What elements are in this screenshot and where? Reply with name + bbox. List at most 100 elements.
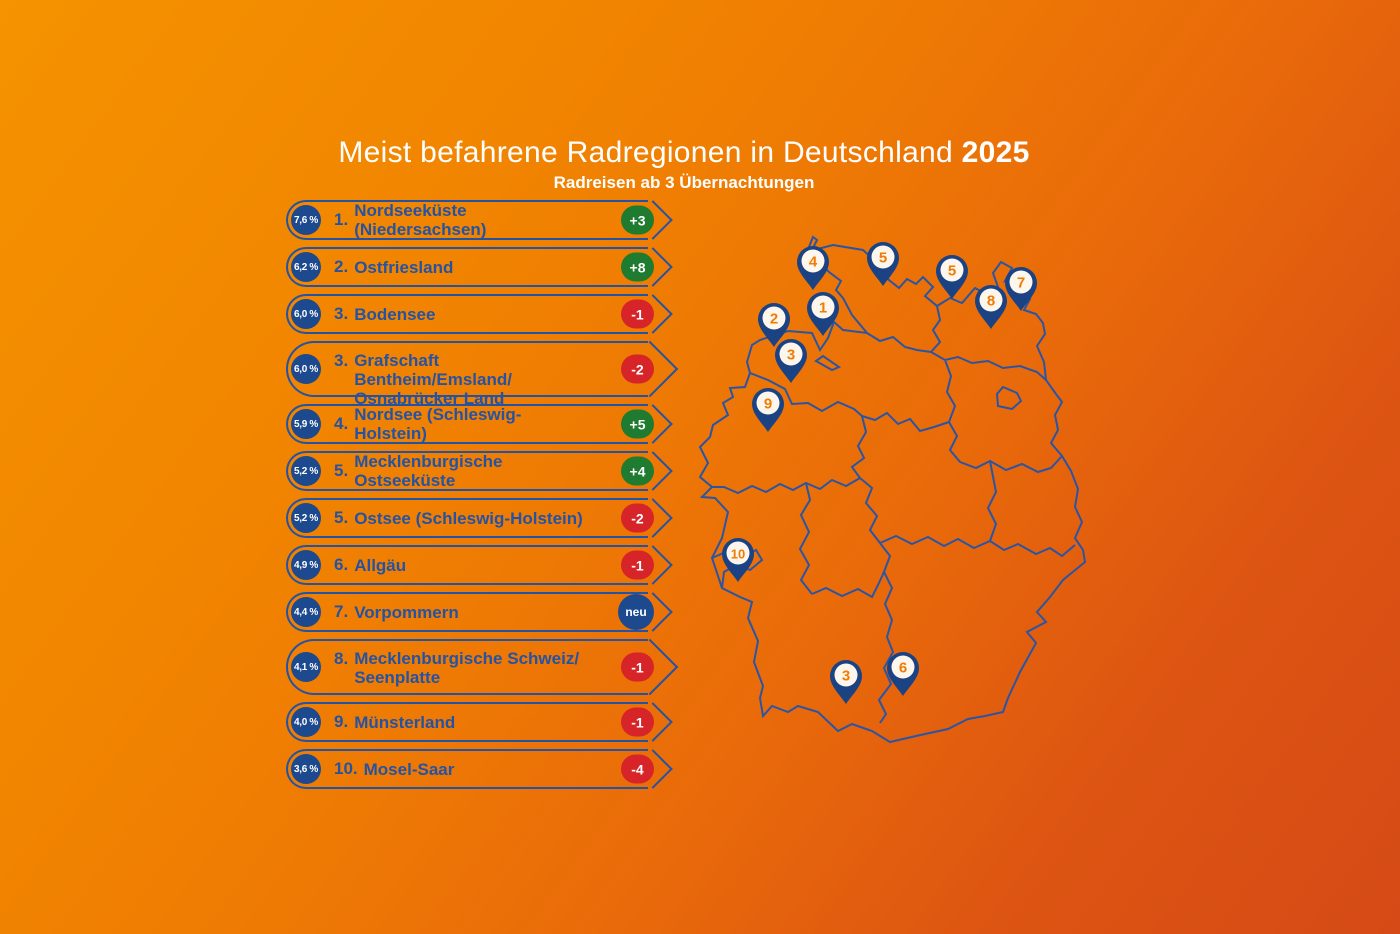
region-rank: 4. <box>334 414 349 433</box>
pin-number: 9 <box>764 396 772 413</box>
percent-circle: 3,6 % <box>291 754 321 784</box>
region-name: Vorpommern <box>354 602 459 622</box>
ranking-row: 5,2 % 5. Ostsee (Schleswig-Holstein) -2 <box>286 498 654 538</box>
germany-outline <box>698 243 1087 744</box>
pin-face <box>834 663 858 687</box>
pin-face <box>891 655 915 679</box>
pin-number: 3 <box>787 347 795 364</box>
change-badge: +8 <box>621 252 654 282</box>
ranking-row: 4,4 % 7. Vorpommern neu <box>286 592 654 632</box>
region-label: 1. Nordseeküste (Niedersachsen) <box>334 201 648 239</box>
region-rank: 5. <box>334 461 349 480</box>
region-name: Nordseeküste (Niedersachsen) <box>354 201 487 239</box>
pin-number: 3 <box>842 668 850 685</box>
change-badge: -1 <box>621 550 654 580</box>
change-badge: -2 <box>621 503 654 533</box>
ranking-row: 5,2 % 5. Mecklenburgische Ostseeküste +4 <box>286 451 654 491</box>
region-name: Mecklenburgische Schweiz/ Seenplatte <box>354 649 580 687</box>
pin-face <box>1009 270 1033 294</box>
region-rank: 5. <box>334 508 349 527</box>
header: Meist befahrene Radregionen in Deutschla… <box>0 136 1368 193</box>
page-title: Meist befahrene Radregionen in Deutschla… <box>338 136 1030 169</box>
percent-circle: 6,0 % <box>291 299 321 329</box>
pin-face <box>979 288 1003 312</box>
ranking-row: 3,6 % 10. Mosel-Saar -4 <box>286 749 654 789</box>
region-name: Mecklenburgische Ostseeküste <box>354 452 503 490</box>
map-pin-1: 1 <box>807 292 839 336</box>
change-badge: -1 <box>621 707 654 737</box>
change-badge: +5 <box>621 409 654 439</box>
percent-circle: 6,0 % <box>291 354 321 384</box>
pin-number: 5 <box>948 263 956 280</box>
region-label: 5. Ostsee (Schleswig-Holstein) <box>334 500 648 536</box>
map-pin-4: 4 <box>797 246 829 290</box>
ranking-row: 6,2 % 2. Ostfriesland +8 <box>286 247 654 287</box>
pin-number: 1 <box>819 300 827 317</box>
change-badge: -2 <box>621 354 654 384</box>
region-label: 5. Mecklenburgische Ostseeküste <box>334 452 648 490</box>
change-badge: -1 <box>621 299 654 329</box>
map-pin-9: 9 <box>752 388 784 432</box>
percent-circle: 6,2 % <box>291 252 321 282</box>
percent-circle: 5,2 % <box>291 456 321 486</box>
pin-number: 7 <box>1017 275 1025 292</box>
pin-face <box>726 541 750 565</box>
map-pin-5: 5 <box>867 242 899 286</box>
berlin-outline <box>995 385 1023 411</box>
region-name: Nordsee (Schleswig-Holstein) <box>354 405 522 443</box>
germany-map: 4 5 5 7 8 1 2 3 9 10 3 6 <box>698 235 1087 744</box>
pin-face <box>940 258 964 282</box>
change-badge: +4 <box>621 456 654 486</box>
region-name: Ostsee (Schleswig-Holstein) <box>354 508 583 528</box>
region-label: 9. Münsterland <box>334 704 648 740</box>
map-pin-8: 8 <box>975 285 1007 329</box>
change-badge: neu <box>618 594 654 630</box>
region-rank: 2. <box>334 257 349 276</box>
region-label: 4. Nordsee (Schleswig-Holstein) <box>334 405 648 443</box>
pin-face <box>756 391 780 415</box>
pin-number: 6 <box>899 660 907 677</box>
region-label: 6. Allgäu <box>334 547 648 583</box>
percent-circle: 5,9 % <box>291 409 321 439</box>
percent-circle: 5,2 % <box>291 503 321 533</box>
region-rank: 6. <box>334 555 349 574</box>
pin-number: 5 <box>879 250 887 267</box>
map-pin-6: 6 <box>887 652 919 696</box>
map-pin-5: 5 <box>936 255 968 299</box>
region-rank: 8. <box>334 649 349 668</box>
region-name: Bodensee <box>354 304 436 324</box>
ranking-row: 4,9 % 6. Allgäu -1 <box>286 545 654 585</box>
region-label: 3. Grafschaft Bentheim/Emsland/ Osnabrück… <box>334 343 648 408</box>
percent-circle: 7,6 % <box>291 205 321 235</box>
pin-face <box>871 245 895 269</box>
ranking-row: 7,6 % 1. Nordseeküste (Niedersachsen) +3 <box>286 200 654 240</box>
region-label: 2. Ostfriesland <box>334 249 648 285</box>
page-subtitle: Radreisen ab 3 Übernachtungen <box>553 173 815 192</box>
map-pin-3: 3 <box>775 339 807 383</box>
region-label: 8. Mecklenburgische Schweiz/ Seenplatte <box>334 641 648 693</box>
pin-number: 10 <box>731 547 745 562</box>
ranking-row: 6,0 % 3. Bodensee -1 <box>286 294 654 334</box>
weser-island <box>814 354 842 372</box>
pin-face <box>811 295 835 319</box>
change-badge: +3 <box>621 205 654 235</box>
pin-face <box>801 249 825 273</box>
change-badge: -1 <box>621 652 654 682</box>
ranking-list: 7,6 % 1. Nordseeküste (Niedersachsen) +3 6,2… <box>286 200 654 796</box>
pin-face <box>779 342 803 366</box>
region-rank: 3. <box>334 351 349 370</box>
region-name: Mosel-Saar <box>363 759 455 779</box>
region-rank: 3. <box>334 304 349 323</box>
map-pin-7: 7 <box>1005 267 1037 311</box>
map-pin-2: 2 <box>758 303 790 347</box>
ranking-row: 6,0 % 3. Grafschaft Bentheim/Emsland/ Osna… <box>286 341 654 408</box>
region-label: 3. Bodensee <box>334 296 648 332</box>
region-name: Ostfriesland <box>354 257 454 277</box>
region-label: 7. Vorpommern <box>334 594 648 630</box>
region-label: 10. Mosel-Saar <box>334 751 648 787</box>
region-name: Allgäu <box>354 555 407 575</box>
region-name: Grafschaft Bentheim/Emsland/ Osnabrücker… <box>354 351 512 408</box>
pin-face <box>762 306 786 330</box>
region-rank: 1. <box>334 210 349 229</box>
